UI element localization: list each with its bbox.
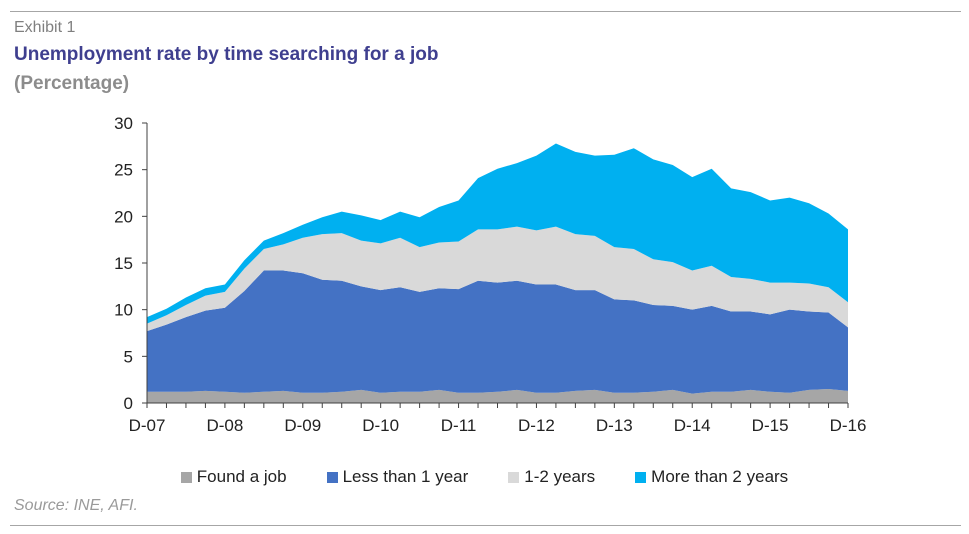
legend-item-found: Found a job [180,467,287,487]
area-found [147,389,848,403]
chart-title: Unemployment rate by time searching for … [14,44,439,65]
area-y12 [147,226,848,332]
exhibit-label: Exhibit 1 [14,19,76,36]
top-rule [10,11,961,12]
x-tick-label: D-07 [129,416,166,435]
y-tick-label: 15 [114,254,133,273]
x-tick-label: D-09 [284,416,321,435]
legend-swatch-1-2 [508,471,520,483]
x-tick-label: D-12 [518,416,555,435]
area-more2 [147,143,848,324]
x-tick-label: D-15 [752,416,789,435]
x-tick-label: D-08 [206,416,243,435]
x-tick-label: D-10 [362,416,399,435]
y-tick-label: 25 [114,161,133,180]
x-tick-label: D-11 [441,416,477,435]
legend-label-more2: More than 2 years [651,467,789,486]
bottom-rule [10,525,961,526]
legend-item-less1: Less than 1 year [326,467,469,487]
x-tick-label: D-13 [596,416,633,435]
axes: 0 5 10 15 20 25 30 D-07 D-08 D-09 D-10 D-11 D-12 D-13… [114,114,866,435]
y-tick-label: 0 [124,394,133,413]
stacked-areas [147,143,848,403]
y-tick-label: 30 [114,114,133,133]
area-less1 [147,270,848,394]
legend-swatch-less1 [326,471,338,483]
legend-label-1-2: 1-2 years [524,467,596,486]
legend-item-more2: More than 2 years [635,467,788,487]
legend: Found a job Less than 1 year 1-2 years M… [0,467,969,487]
chart-subtitle: (Percentage) [14,73,130,94]
legend-label-found: Found a job [196,467,287,486]
legend-swatch-found [180,471,192,483]
y-tick-label: 5 [124,347,133,366]
source-note: Source: INE, AFI. [14,497,138,514]
x-tick-label: D-14 [674,416,711,435]
legend-item-1-2: 1-2 years [508,467,595,487]
x-tick-label: D-16 [830,416,867,435]
legend-label-less1: Less than 1 year [342,467,469,486]
y-tick-label: 10 [114,301,133,320]
legend-swatch-more2 [635,471,647,483]
y-tick-label: 20 [114,207,133,226]
